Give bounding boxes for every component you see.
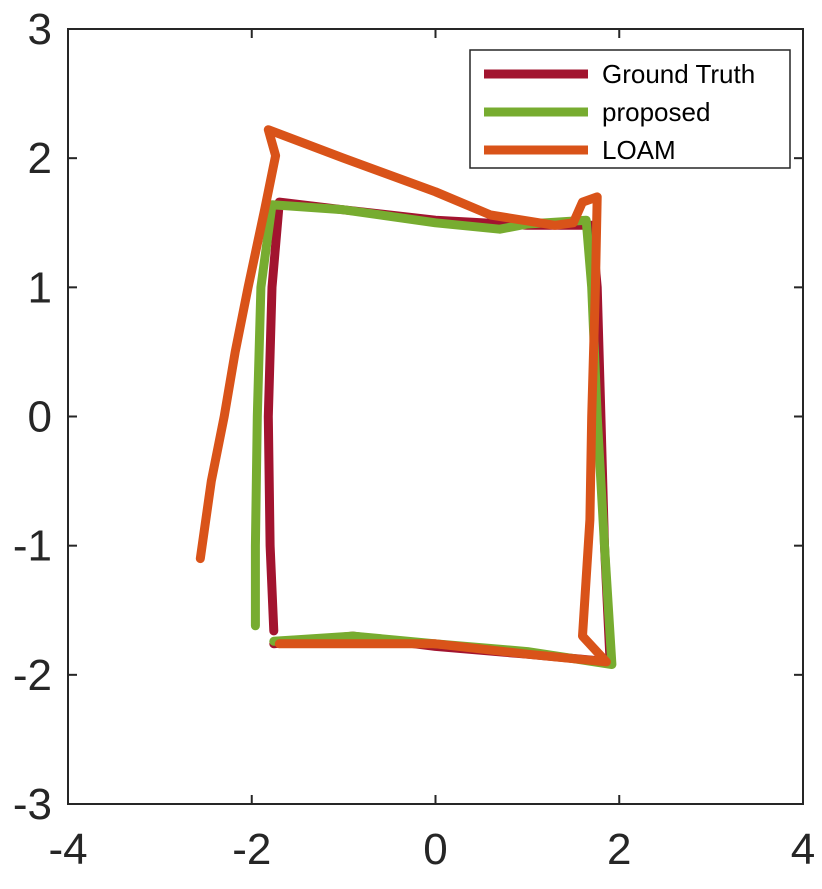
y-tick-label: -3 [13,780,52,829]
x-tick-label: 4 [791,825,815,874]
y-tick-label: 0 [28,393,52,442]
legend: Ground Truth proposed LOAM [469,49,791,169]
x-tick-label: 0 [423,825,447,874]
legend-label-ground-truth: Ground Truth [602,59,755,89]
series-layer [195,125,617,669]
y-tick-label: 3 [28,5,52,54]
legend-label-loam: LOAM [602,135,676,165]
y-tick-label: -2 [13,651,52,700]
x-tick-label: -2 [232,825,271,874]
y-tick-label: 2 [28,134,52,183]
x-tick-label: 2 [607,825,631,874]
axes: -4 -2 0 2 4 -3 -2 -1 0 1 2 3 [13,5,815,874]
y-tick-label: 1 [28,263,52,312]
legend-label-proposed: proposed [602,97,710,127]
y-tick-label: -1 [13,522,52,571]
x-tick-label: -4 [48,825,87,874]
series-line-loam [195,125,611,667]
